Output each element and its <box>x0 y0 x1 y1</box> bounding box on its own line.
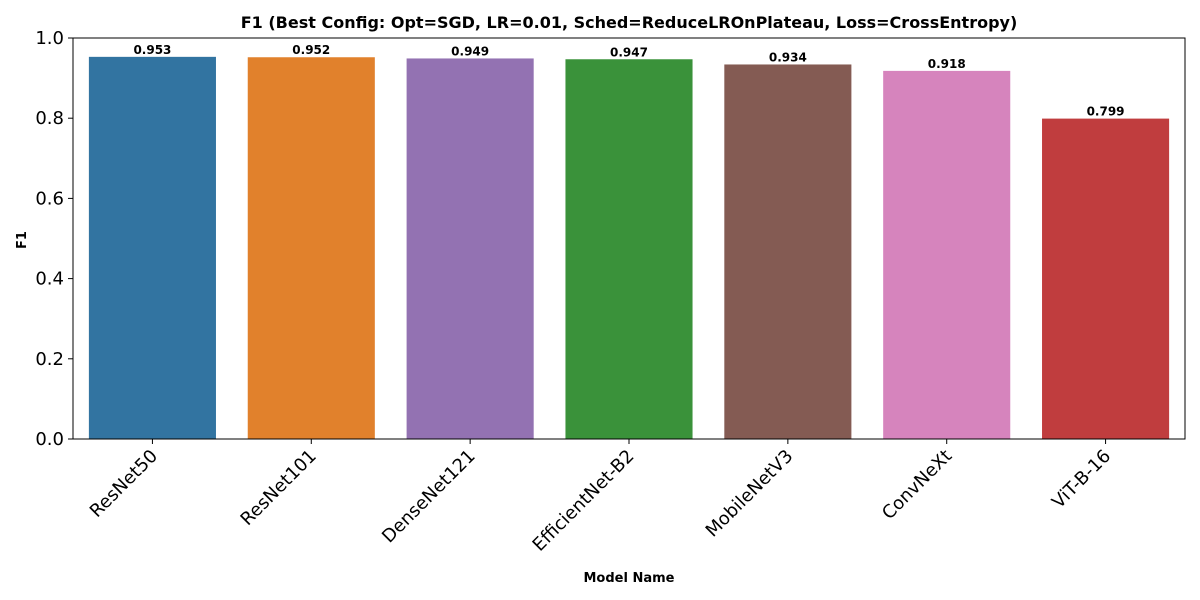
x-tick-label: DenseNet121 <box>378 446 480 548</box>
x-tick-label: ConvNeXt <box>878 446 956 524</box>
bar-efficientnet-b2 <box>565 59 693 440</box>
x-tick-label: ResNet50 <box>86 446 162 522</box>
data-labels-group: 0.953 0.952 0.949 0.947 0.934 0.918 0.799 <box>133 43 1124 119</box>
y-axis-label: F1 <box>15 231 30 249</box>
x-tick-label: EfficientNet-B2 <box>529 446 639 556</box>
bar-densenet121 <box>406 58 534 440</box>
y-tick-label: 0.4 <box>35 269 64 290</box>
data-label: 0.949 <box>451 44 489 58</box>
y-tick-label: 0.8 <box>35 108 64 129</box>
chart-title: F1 (Best Config: Opt=SGD, LR=0.01, Sched… <box>241 13 1018 32</box>
x-tick-label: ViT-B-16 <box>1048 446 1115 513</box>
bar-mobilenetv3 <box>724 64 852 439</box>
x-axis: ResNet50 ResNet101 DenseNet121 EfficientNet… <box>86 439 1115 556</box>
y-tick-label: 0.0 <box>35 429 64 450</box>
bar-vit-b-16 <box>1042 118 1170 439</box>
bars-group <box>88 56 1170 440</box>
bar-resnet101 <box>247 57 375 440</box>
bar-resnet50 <box>88 56 216 440</box>
x-tick-label: ResNet101 <box>237 446 321 530</box>
bar-convnext <box>883 70 1011 439</box>
y-tick-label: 1.0 <box>35 28 64 49</box>
data-label: 0.952 <box>292 43 330 57</box>
data-label: 0.918 <box>928 57 966 71</box>
x-tick-label: MobileNetV3 <box>702 446 798 542</box>
y-tick-label: 0.2 <box>35 349 64 370</box>
y-axis: 0.0 0.2 0.4 0.6 0.8 1.0 <box>35 28 73 450</box>
y-tick-label: 0.6 <box>35 188 64 209</box>
data-label: 0.934 <box>769 50 807 64</box>
data-label: 0.799 <box>1087 105 1125 119</box>
data-label: 0.953 <box>133 43 171 57</box>
x-axis-label: Model Name <box>584 571 675 586</box>
data-label: 0.947 <box>610 45 648 59</box>
